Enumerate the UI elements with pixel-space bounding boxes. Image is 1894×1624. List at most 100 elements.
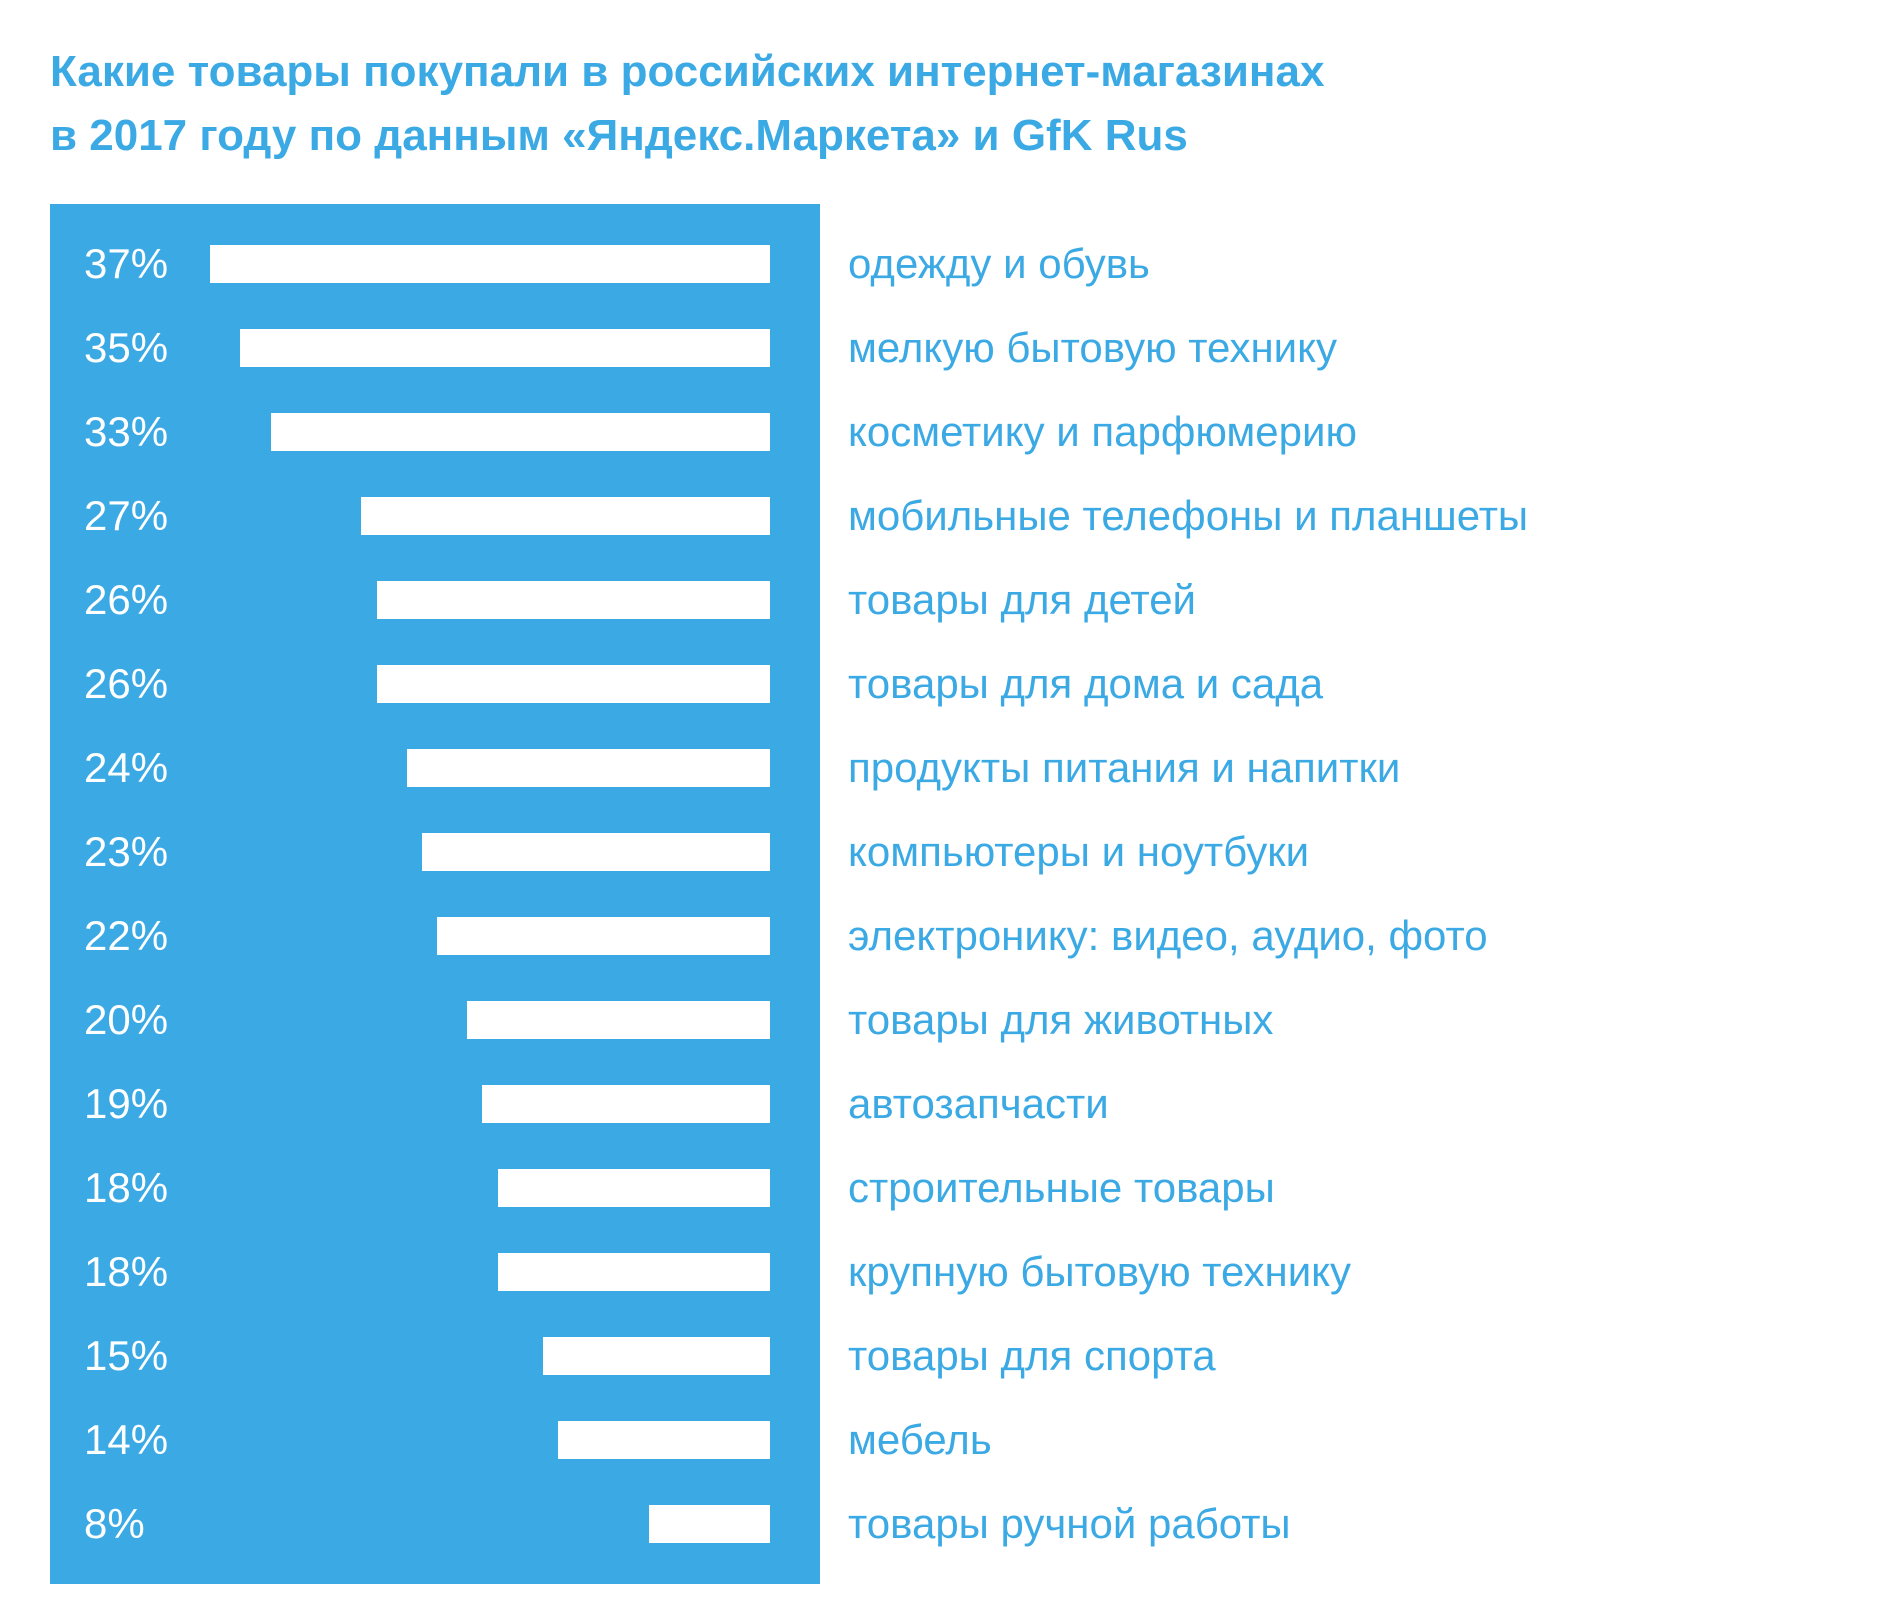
label-row: автозапчасти (848, 1062, 1528, 1146)
bar (437, 917, 770, 955)
bar (422, 833, 770, 871)
bar-track (210, 581, 770, 619)
bar-row: 18% (50, 1146, 820, 1230)
category-label: автозапчасти (848, 1080, 1109, 1128)
bar (377, 665, 771, 703)
bar (210, 245, 770, 283)
bar-percent: 15% (50, 1332, 210, 1380)
bar-track (210, 245, 770, 283)
category-label: товары для животных (848, 996, 1273, 1044)
bar-track (210, 665, 770, 703)
bar-percent: 20% (50, 996, 210, 1044)
category-label: одежду и обувь (848, 240, 1150, 288)
label-row: продукты питания и напитки (848, 726, 1528, 810)
bar-row: 27% (50, 474, 820, 558)
bar-percent: 26% (50, 660, 210, 708)
bar-percent: 35% (50, 324, 210, 372)
chart-title: Какие товары покупали в российских интер… (50, 40, 1844, 168)
bar-row: 20% (50, 978, 820, 1062)
bar-percent: 18% (50, 1248, 210, 1296)
bar (482, 1085, 770, 1123)
label-row: товары для животных (848, 978, 1528, 1062)
bar-percent: 22% (50, 912, 210, 960)
label-row: товары для спорта (848, 1314, 1528, 1398)
bar-row: 26% (50, 558, 820, 642)
bar (377, 581, 771, 619)
bar (467, 1001, 770, 1039)
bar (558, 1421, 770, 1459)
bar-track (210, 497, 770, 535)
bar-percent: 26% (50, 576, 210, 624)
label-row: товары для дома и сада (848, 642, 1528, 726)
bar-percent: 14% (50, 1416, 210, 1464)
bar-track (210, 1505, 770, 1543)
bar-track (210, 1169, 770, 1207)
category-label: товары для дома и сада (848, 660, 1323, 708)
category-label: мобильные телефоны и планшеты (848, 492, 1528, 540)
bar (543, 1337, 770, 1375)
bar-track (210, 1337, 770, 1375)
bar-percent: 23% (50, 828, 210, 876)
category-label: крупную бытовую технику (848, 1248, 1351, 1296)
bar-track (210, 1085, 770, 1123)
bar-percent: 33% (50, 408, 210, 456)
bar (361, 497, 770, 535)
category-label: косметику и парфюмерию (848, 408, 1357, 456)
bar-row: 26% (50, 642, 820, 726)
bar-percent: 19% (50, 1080, 210, 1128)
label-row: одежду и обувь (848, 222, 1528, 306)
bar-row: 18% (50, 1230, 820, 1314)
category-label: электронику: видео, аудио, фото (848, 912, 1488, 960)
chart-title-line2: в 2017 году по данным «Яндекс.Маркета» и… (50, 111, 1188, 160)
bar-track (210, 917, 770, 955)
labels-panel: одежду и обувь мелкую бытовую технику косм… (820, 204, 1528, 1584)
bar-track (210, 413, 770, 451)
chart-container: 37% 35% 33% 27% 26% 26% 24% 23% 22% 20% 19% 18% 18% 1… (50, 204, 1844, 1584)
bar-percent: 37% (50, 240, 210, 288)
bar-row: 23% (50, 810, 820, 894)
category-label: товары ручной работы (848, 1500, 1291, 1548)
bar (240, 329, 770, 367)
label-row: электронику: видео, аудио, фото (848, 894, 1528, 978)
category-label: компьютеры и ноутбуки (848, 828, 1309, 876)
bar-row: 19% (50, 1062, 820, 1146)
label-row: товары для детей (848, 558, 1528, 642)
label-row: товары ручной работы (848, 1482, 1528, 1566)
bar-row: 35% (50, 306, 820, 390)
chart-title-line1: Какие товары покупали в российских интер… (50, 47, 1324, 96)
bar (407, 749, 770, 787)
category-label: мебель (848, 1416, 992, 1464)
bars-panel: 37% 35% 33% 27% 26% 26% 24% 23% 22% 20% 19% 18% 18% 1… (50, 204, 820, 1584)
bar-track (210, 1001, 770, 1039)
bar-row: 33% (50, 390, 820, 474)
label-row: крупную бытовую технику (848, 1230, 1528, 1314)
bar (498, 1169, 770, 1207)
bar-row: 24% (50, 726, 820, 810)
category-label: товары для детей (848, 576, 1196, 624)
bar-track (210, 749, 770, 787)
bar-track (210, 833, 770, 871)
bar (498, 1253, 770, 1291)
label-row: мебель (848, 1398, 1528, 1482)
bar-row: 8% (50, 1482, 820, 1566)
category-label: продукты питания и напитки (848, 744, 1400, 792)
bar-row: 22% (50, 894, 820, 978)
category-label: мелкую бытовую технику (848, 324, 1337, 372)
bar-row: 15% (50, 1314, 820, 1398)
bar-percent: 18% (50, 1164, 210, 1212)
label-row: мелкую бытовую технику (848, 306, 1528, 390)
bar-track (210, 329, 770, 367)
bar-percent: 24% (50, 744, 210, 792)
label-row: мобильные телефоны и планшеты (848, 474, 1528, 558)
category-label: строительные товары (848, 1164, 1275, 1212)
bar-row: 14% (50, 1398, 820, 1482)
bar (271, 413, 770, 451)
category-label: товары для спорта (848, 1332, 1216, 1380)
bar-percent: 8% (50, 1500, 210, 1548)
bar-percent: 27% (50, 492, 210, 540)
bar (649, 1505, 770, 1543)
bar-row: 37% (50, 222, 820, 306)
label-row: косметику и парфюмерию (848, 390, 1528, 474)
bar-track (210, 1421, 770, 1459)
label-row: компьютеры и ноутбуки (848, 810, 1528, 894)
